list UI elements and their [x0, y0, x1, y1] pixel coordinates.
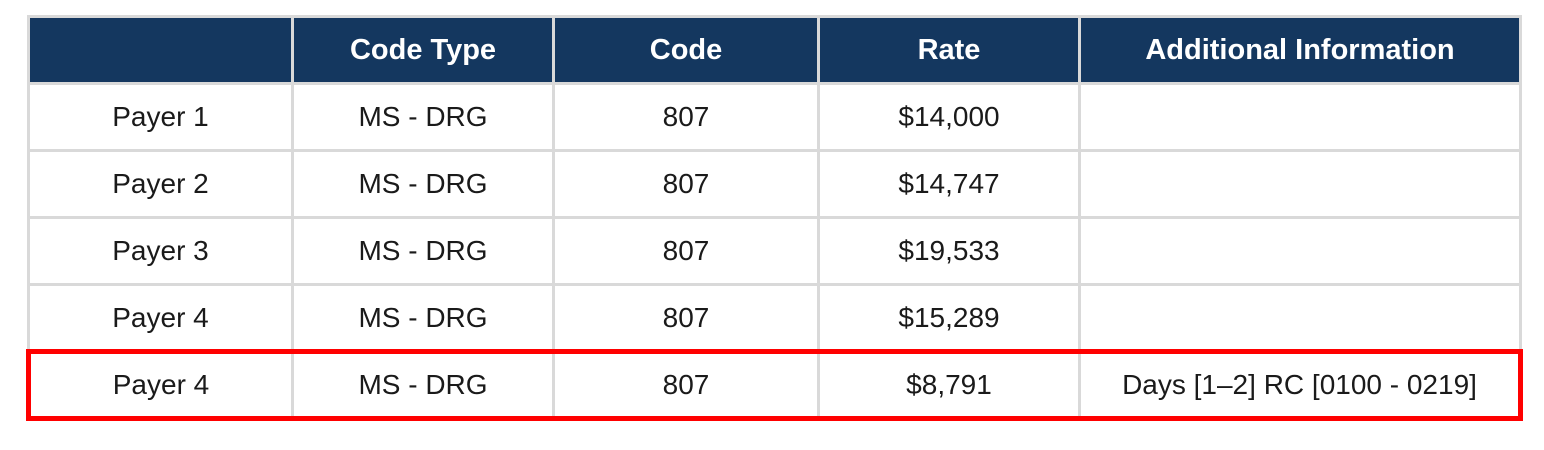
rate-cell: $19,533 [817, 216, 1081, 286]
additional-info-cell: Days [1–2] RC [0100 - 0219] [1078, 349, 1523, 421]
payer-cell: Payer 2 [27, 149, 294, 219]
header-cell-code: Code [552, 15, 820, 85]
table-row: Payer 2 MS - DRG 807 $14,747 [27, 149, 1522, 219]
additional-info-cell [1078, 82, 1522, 152]
code-type-cell: MS - DRG [291, 349, 555, 421]
payer-cell: Payer 3 [27, 216, 294, 286]
code-type-cell: MS - DRG [291, 216, 555, 286]
additional-info-cell [1078, 149, 1522, 219]
rate-cell: $8,791 [817, 349, 1081, 421]
table-row-highlighted: Payer 4 MS - DRG 807 $8,791 Days [1–2] R… [26, 349, 1523, 421]
code-type-cell: MS - DRG [291, 149, 555, 219]
header-cell-code-type: Code Type [291, 15, 555, 85]
additional-info-cell [1078, 283, 1522, 353]
additional-info-cell [1078, 216, 1522, 286]
table-row: Payer 1 MS - DRG 807 $14,000 [27, 82, 1522, 152]
payer-rates-table: Code Type Code Rate Additional Informati… [26, 15, 1523, 421]
table-header-row: Code Type Code Rate Additional Informati… [27, 15, 1522, 85]
code-cell: 807 [552, 149, 820, 219]
code-cell: 807 [552, 283, 820, 353]
table-row: Payer 3 MS - DRG 807 $19,533 [27, 216, 1522, 286]
payer-cell: Payer 1 [27, 82, 294, 152]
header-cell-rate: Rate [817, 15, 1081, 85]
table-row: Payer 4 MS - DRG 807 $15,289 [27, 283, 1522, 353]
code-cell: 807 [552, 216, 820, 286]
header-cell-payer [27, 15, 294, 85]
rate-cell: $15,289 [817, 283, 1081, 353]
code-cell: 807 [552, 82, 820, 152]
payer-cell: Payer 4 [26, 349, 294, 421]
code-cell: 807 [552, 349, 820, 421]
rate-cell: $14,000 [817, 82, 1081, 152]
header-cell-additional-information: Additional Information [1078, 15, 1522, 85]
rate-cell: $14,747 [817, 149, 1081, 219]
code-type-cell: MS - DRG [291, 283, 555, 353]
payer-cell: Payer 4 [27, 283, 294, 353]
code-type-cell: MS - DRG [291, 82, 555, 152]
